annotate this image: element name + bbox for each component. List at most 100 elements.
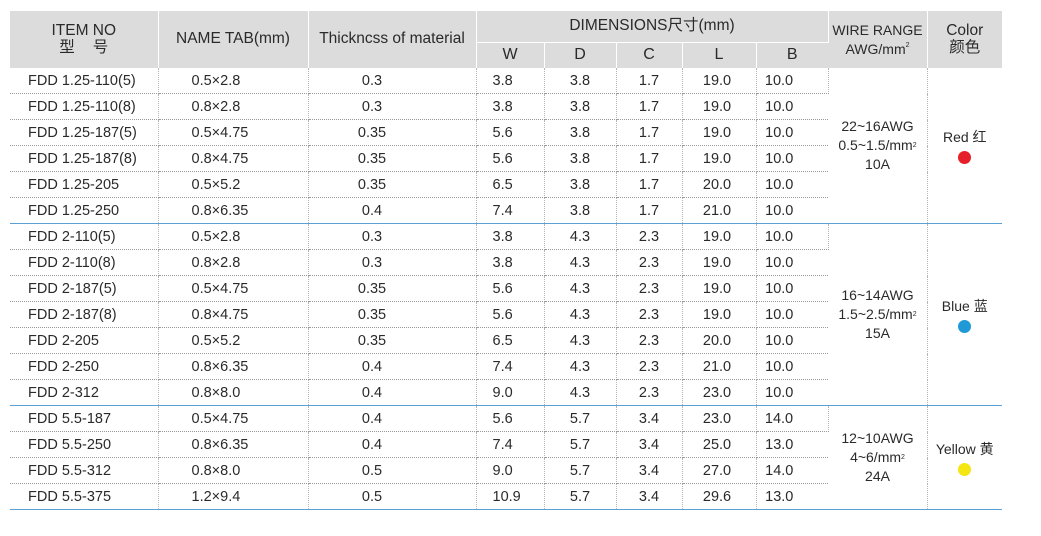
cell-dim-c: 1.7 xyxy=(616,197,683,224)
cell-thickness: 0.3 xyxy=(308,249,477,276)
cell-thickness: 0.3 xyxy=(308,223,477,250)
cell-dim-c: 2.3 xyxy=(616,223,683,250)
color-dot-icon xyxy=(958,151,972,164)
cell-dim-l: 23.0 xyxy=(682,405,757,432)
cell-thickness: 0.4 xyxy=(308,353,477,380)
cell-item-no: FDD 1.25-110(5) xyxy=(10,68,159,94)
cell-dim-w: 7.4 xyxy=(476,353,545,380)
cell-name-tab: 1.2×9.4 xyxy=(158,483,309,510)
cell-name-tab: 0.8×2.8 xyxy=(158,93,309,120)
cell-dim-w: 5.6 xyxy=(476,119,545,146)
cell-dim-d: 3.8 xyxy=(544,119,617,146)
table-row: FDD 1.25-187(8) 0.8×4.75 0.35 5.6 3.8 1.7 19.0… xyxy=(10,145,1002,172)
cell-dim-w: 5.6 xyxy=(476,405,545,432)
header-dimensions: DIMENSIONS尺寸(mm) xyxy=(476,11,829,42)
cell-dim-b: 10.0 xyxy=(756,68,829,94)
cell-name-tab: 0.8×2.8 xyxy=(158,249,309,276)
cell-color: Red 红 xyxy=(927,68,1002,224)
cell-item-no: FDD 2-110(5) xyxy=(10,223,159,250)
table-row: FDD 1.25-250 0.8×6.35 0.4 7.4 3.8 1.7 21.0 10.0 xyxy=(10,197,1002,224)
wire-mm: 0.5~1.5/mm2 xyxy=(838,137,917,153)
cell-dim-w: 7.4 xyxy=(476,197,545,224)
color-dot-icon xyxy=(958,463,972,476)
cell-name-tab: 0.5×5.2 xyxy=(158,327,309,354)
cell-thickness: 0.35 xyxy=(308,145,477,172)
cell-dim-l: 19.0 xyxy=(682,145,757,172)
cell-dim-l: 19.0 xyxy=(682,275,757,302)
table-row: FDD 1.25-110(8) 0.8×2.8 0.3 3.8 3.8 1.7 19.0 10… xyxy=(10,93,1002,120)
cell-item-no: FDD 2-110(8) xyxy=(10,249,159,276)
cell-dim-c: 3.4 xyxy=(616,457,683,484)
color-label: Red 红 xyxy=(942,129,987,145)
color-label: Blue 蓝 xyxy=(941,298,988,314)
cell-dim-d: 4.3 xyxy=(544,301,617,328)
cell-name-tab: 0.5×4.75 xyxy=(158,275,309,302)
cell-dim-b: 10.0 xyxy=(756,197,828,224)
table-row: FDD 5.5-312 0.8×8.0 0.5 9.0 5.7 3.4 27.0 14.0 xyxy=(10,457,1002,484)
cell-dim-d: 4.3 xyxy=(544,223,617,250)
cell-name-tab: 0.5×2.8 xyxy=(158,223,309,250)
wire-amp: 15A xyxy=(865,325,890,341)
cell-dim-c: 1.7 xyxy=(616,68,683,94)
cell-dim-d: 5.7 xyxy=(544,483,617,510)
cell-dim-b: 10.0 xyxy=(756,327,828,354)
cell-dim-d: 5.7 xyxy=(544,431,617,458)
header-color-cn: 颜色 xyxy=(949,38,981,56)
cell-dim-c: 1.7 xyxy=(616,145,683,172)
cell-dim-w: 3.8 xyxy=(476,223,545,250)
wire-amp: 10A xyxy=(865,156,890,172)
cell-dim-b: 13.0 xyxy=(756,431,828,458)
cell-dim-w: 9.0 xyxy=(476,379,545,406)
table-row: FDD 2-187(8) 0.8×4.75 0.35 5.6 4.3 2.3 19.0 10.… xyxy=(10,301,1002,328)
cell-thickness: 0.35 xyxy=(308,327,477,354)
cell-name-tab: 0.8×8.0 xyxy=(158,457,309,484)
cell-dim-b: 13.0 xyxy=(756,483,828,510)
table-row: FDD 2-110(5) 0.5×2.8 0.3 3.8 4.3 2.3 19.0 10.0 1… xyxy=(10,223,1002,406)
cell-dim-b: 10.0 xyxy=(756,119,828,146)
cell-dim-w: 3.8 xyxy=(476,93,545,120)
cell-dim-d: 3.8 xyxy=(544,145,617,172)
cell-dim-b: 10.0 xyxy=(756,379,828,406)
cell-thickness: 0.3 xyxy=(308,68,477,94)
wire-mm: 1.5~2.5/mm2 xyxy=(838,306,917,322)
table-row: FDD 5.5-187 0.5×4.75 0.4 5.6 5.7 3.4 23.0 14.0 1… xyxy=(10,405,1002,510)
cell-dim-l: 25.0 xyxy=(682,431,757,458)
cell-thickness: 0.4 xyxy=(308,379,477,406)
cell-item-no: FDD 2-187(8) xyxy=(10,301,159,328)
cell-dim-d: 5.7 xyxy=(544,457,617,484)
cell-dim-w: 3.8 xyxy=(476,68,545,94)
cell-name-tab: 0.5×4.75 xyxy=(158,119,309,146)
header-thickness: Thickncss of material xyxy=(308,11,477,68)
cell-dim-w: 7.4 xyxy=(476,431,545,458)
cell-dim-c: 1.7 xyxy=(616,119,683,146)
cell-thickness: 0.4 xyxy=(308,197,477,224)
header-name-tab: NAME TAB(mm) xyxy=(158,11,309,68)
header-dim-w: W xyxy=(476,41,545,68)
cell-name-tab: 0.5×2.8 xyxy=(158,68,309,94)
color-label: Yellow 黄 xyxy=(935,441,994,457)
table-row: FDD 2-312 0.8×8.0 0.4 9.0 4.3 2.3 23.0 10.0 xyxy=(10,379,1002,406)
cell-dim-c: 3.4 xyxy=(616,405,683,432)
cell-name-tab: 0.8×8.0 xyxy=(158,379,309,406)
cell-dim-c: 2.3 xyxy=(616,353,683,380)
table-row: FDD 1.25-205 0.5×5.2 0.35 6.5 3.8 1.7 20.0 10.0 xyxy=(10,171,1002,198)
cell-dim-b: 10.0 xyxy=(756,301,828,328)
cell-wire-range: 12~10AWG 4~6/mm2 24A xyxy=(828,405,928,510)
cell-thickness: 0.35 xyxy=(308,275,477,302)
cell-item-no: FDD 5.5-250 xyxy=(10,431,159,458)
cell-wire-range: 22~16AWG 0.5~1.5/mm2 10A xyxy=(828,68,928,224)
header-color-label: Color xyxy=(946,22,984,40)
cell-item-no: FDD 2-205 xyxy=(10,327,159,354)
cell-dim-b: 10.0 xyxy=(756,223,829,250)
header-wire-range-label: WIRE RANGE xyxy=(832,21,923,38)
cell-thickness: 0.35 xyxy=(308,301,477,328)
cell-item-no: FDD 1.25-205 xyxy=(10,171,159,198)
color-dot-icon xyxy=(958,320,972,333)
cell-dim-d: 3.8 xyxy=(544,171,617,198)
cell-name-tab: 0.8×6.35 xyxy=(158,197,309,224)
cell-dim-c: 3.4 xyxy=(616,483,683,510)
cell-item-no: FDD 5.5-375 xyxy=(10,483,159,510)
cell-dim-l: 19.0 xyxy=(682,93,757,120)
table-body: FDD 1.25-110(5) 0.5×2.8 0.3 3.8 3.8 1.7 19.0 10… xyxy=(10,68,1002,510)
cell-dim-b: 10.0 xyxy=(756,93,828,120)
